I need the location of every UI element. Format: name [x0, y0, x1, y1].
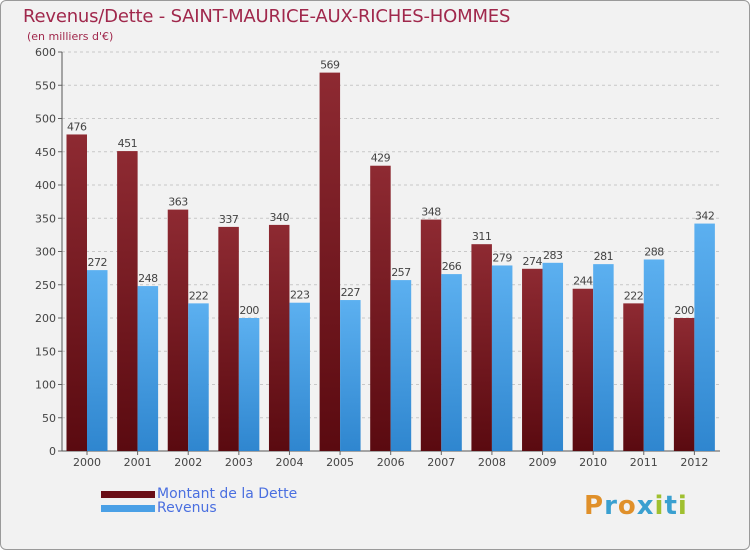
x-tick-label: 2002	[174, 456, 202, 469]
bar-dette	[117, 151, 138, 451]
bar-dette	[319, 72, 341, 452]
legend-label-revenus: Revenus	[157, 500, 217, 516]
data-label-revenus: 281	[594, 250, 614, 263]
data-label-revenus: 227	[341, 286, 361, 299]
bar-dette	[420, 219, 442, 451]
data-label-revenus: 223	[290, 289, 310, 302]
y-tick-label: 0	[49, 445, 56, 458]
y-tick-label: 450	[35, 146, 56, 159]
y-tick-label: 500	[35, 113, 56, 126]
x-tick-label: 2006	[377, 456, 405, 469]
data-label-dette: 569	[320, 59, 340, 72]
y-tick-label: 150	[35, 345, 56, 358]
x-tick-label: 2007	[427, 456, 455, 469]
x-tick-label: 2009	[529, 456, 557, 469]
data-label-dette: 244	[573, 275, 593, 288]
legend-swatch-dette	[101, 491, 155, 498]
data-label-revenus: 288	[644, 245, 664, 258]
data-label-dette: 222	[624, 289, 644, 302]
data-label-dette: 476	[67, 120, 87, 133]
logo-letter: i	[677, 491, 688, 521]
chart-title: Revenus/Dette - SAINT-MAURICE-AUX-RICHES…	[23, 6, 511, 27]
data-label-dette: 348	[421, 206, 441, 219]
data-label-revenus: 222	[189, 289, 209, 302]
bar-revenus	[593, 264, 614, 451]
bar-dette	[268, 224, 290, 451]
y-tick-label: 300	[35, 246, 56, 259]
data-label-revenus: 272	[88, 256, 108, 269]
data-label-dette: 429	[371, 152, 391, 165]
legend-swatch-revenus	[101, 505, 155, 512]
y-tick-label: 100	[35, 379, 56, 392]
bar-revenus	[238, 318, 260, 451]
bar-dette	[167, 209, 189, 451]
x-tick-label: 2000	[73, 456, 101, 469]
data-label-revenus: 248	[138, 272, 158, 285]
y-tick-label: 400	[35, 179, 56, 192]
x-tick-label: 2008	[478, 456, 506, 469]
bar-revenus	[188, 303, 209, 451]
bar-revenus	[542, 262, 564, 451]
bar-revenus	[441, 274, 462, 451]
bar-dette	[370, 165, 391, 451]
chart-subtitle: (en milliers d'€)	[27, 30, 114, 43]
bar-dette	[623, 303, 644, 451]
data-label-dette: 363	[168, 196, 188, 209]
bar-revenus	[289, 302, 310, 451]
bar-dette	[522, 268, 543, 451]
y-tick-label: 600	[35, 46, 56, 59]
logo-letter: P	[584, 491, 605, 521]
x-tick-label: 2003	[225, 456, 253, 469]
x-tick-label: 2005	[326, 456, 354, 469]
logo-letter: t	[664, 491, 678, 521]
bar-revenus	[390, 280, 412, 451]
bar-revenus	[87, 270, 108, 451]
y-tick-label: 550	[35, 79, 56, 92]
bar-dette	[471, 244, 492, 451]
data-label-revenus: 283	[543, 249, 563, 262]
bar-revenus	[137, 286, 159, 451]
bar-dette	[218, 226, 239, 451]
data-label-revenus: 266	[442, 260, 462, 273]
bar-revenus	[694, 223, 715, 451]
logo-letter: o	[617, 491, 637, 521]
data-label-dette: 200	[674, 304, 694, 317]
bar-dette	[673, 318, 695, 451]
logo-letter: r	[604, 491, 618, 521]
data-label-revenus: 257	[391, 266, 411, 279]
x-tick-label: 2010	[579, 456, 607, 469]
y-tick-label: 350	[35, 212, 56, 225]
logo-letter: i	[654, 491, 665, 521]
bar-revenus	[491, 265, 513, 451]
data-label-revenus: 342	[695, 210, 715, 223]
data-label-dette: 340	[269, 211, 289, 224]
logo-letter: x	[636, 491, 655, 521]
data-label-dette: 274	[523, 255, 543, 268]
proxiti-logo: Proxiti	[584, 491, 688, 521]
x-tick-label: 2004	[275, 456, 303, 469]
data-label-dette: 311	[472, 230, 492, 243]
bar-dette	[66, 134, 87, 451]
data-label-revenus: 200	[239, 304, 259, 317]
legend-label-dette: Montant de la Dette	[157, 486, 298, 502]
y-tick-label: 250	[35, 279, 56, 292]
x-tick-label: 2012	[680, 456, 708, 469]
y-tick-label: 200	[35, 312, 56, 325]
bar-dette	[572, 288, 594, 451]
data-label-revenus: 279	[492, 251, 512, 264]
data-label-dette: 337	[219, 213, 239, 226]
x-tick-label: 2011	[630, 456, 658, 469]
y-tick-label: 50	[42, 412, 56, 425]
data-label-dette: 451	[118, 137, 138, 150]
bar-revenus	[643, 259, 665, 451]
x-tick-label: 2001	[124, 456, 152, 469]
bar-revenus	[340, 300, 361, 451]
